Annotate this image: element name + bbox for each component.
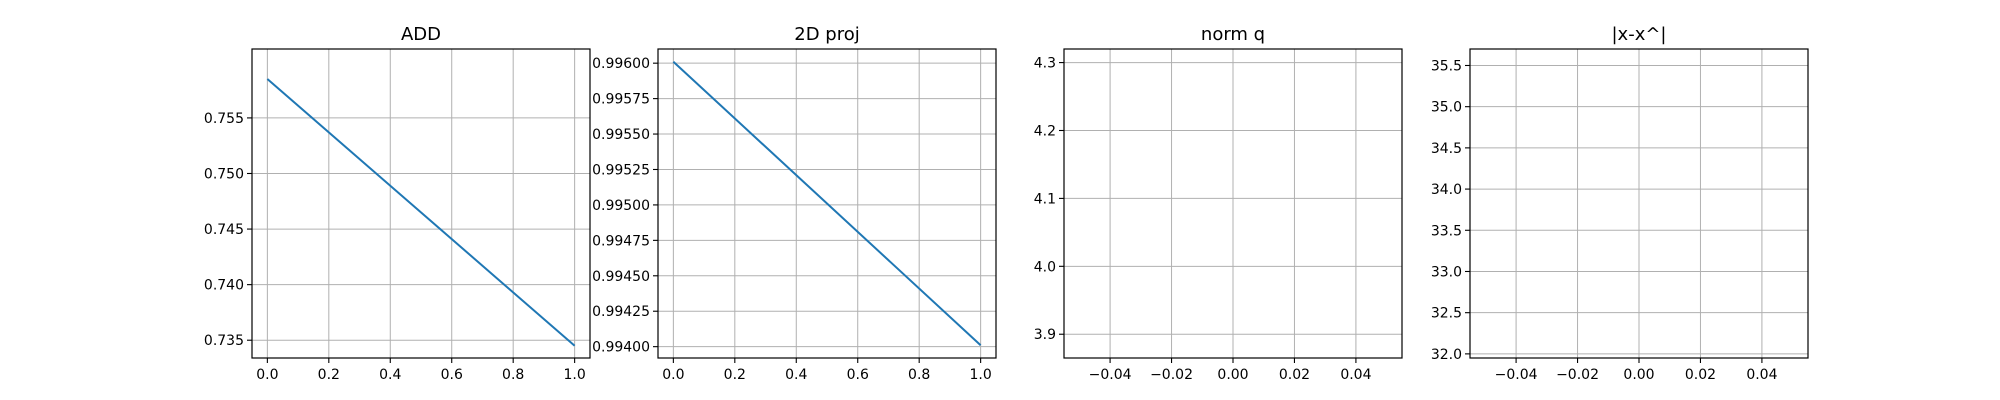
y-tick-label: 34.5 bbox=[1431, 141, 1462, 157]
series-line bbox=[266, 78, 576, 347]
subplot-title: 2D proj bbox=[794, 24, 859, 45]
axes-frame bbox=[251, 48, 591, 359]
x-tick-label: 0.02 bbox=[1279, 367, 1310, 383]
y-tick-label: 0.99450 bbox=[592, 269, 650, 285]
subplot-title: norm q bbox=[1201, 24, 1265, 45]
y-tick-label: 33.0 bbox=[1431, 264, 1462, 280]
y-tick-label: 32.5 bbox=[1431, 306, 1462, 322]
x-tick-label: 0.00 bbox=[1623, 367, 1654, 383]
subplot-4: −0.04 −0.02 0.00 0.02 0.04 32.0 32.5 33.0 33.5 34… bbox=[1431, 24, 1809, 383]
y-tick-label: 0.99400 bbox=[592, 340, 650, 356]
y-tick-label: 3.9 bbox=[1034, 327, 1056, 343]
x-tick-label: 0.04 bbox=[1746, 367, 1777, 383]
y-tick-label: 0.755 bbox=[204, 111, 244, 127]
x-tick-label: 0.02 bbox=[1685, 367, 1716, 383]
y-tick-label: 33.5 bbox=[1431, 223, 1462, 239]
y-tick-label: 32.0 bbox=[1431, 347, 1462, 363]
y-tick-label: 0.99425 bbox=[592, 304, 650, 320]
y-tick-label: 0.99550 bbox=[592, 127, 650, 143]
x-tick-label: 0.8 bbox=[908, 367, 930, 383]
x-tick-label: 0.0 bbox=[256, 367, 278, 383]
x-tick-label: 0.6 bbox=[441, 367, 463, 383]
x-tick-label: 0.8 bbox=[502, 367, 524, 383]
y-tick-label: 34.0 bbox=[1431, 182, 1462, 198]
x-tick-label: 0.2 bbox=[318, 367, 340, 383]
y-tick-label: 0.99575 bbox=[592, 92, 650, 108]
y-tick-label: 35.5 bbox=[1431, 58, 1462, 74]
series-line bbox=[672, 61, 982, 346]
subplot-2: 0.0 0.2 0.4 0.6 0.8 1.0 0.99400 0.99425 0.99450 0… bbox=[592, 24, 997, 383]
x-tick-label: 0.00 bbox=[1217, 367, 1248, 383]
y-tick-label: 4.0 bbox=[1034, 259, 1056, 275]
x-tick-label: 0.4 bbox=[379, 367, 401, 383]
y-tick-label: 4.3 bbox=[1034, 56, 1056, 72]
x-tick-label: 1.0 bbox=[970, 367, 992, 383]
x-tick-label: 1.0 bbox=[564, 367, 586, 383]
y-tick-label: 0.99500 bbox=[592, 198, 650, 214]
y-tick-label: 0.99475 bbox=[592, 233, 650, 249]
y-tick-label: 0.99525 bbox=[592, 162, 650, 178]
subplot-title: |x-x^| bbox=[1611, 24, 1666, 45]
y-tick-label: 4.2 bbox=[1034, 123, 1056, 139]
y-tick-label: 35.0 bbox=[1431, 100, 1462, 116]
y-tick-label: 0.750 bbox=[204, 166, 244, 182]
y-tick-label: 0.735 bbox=[204, 333, 244, 349]
x-tick-label: −0.02 bbox=[1150, 367, 1193, 383]
y-tick-label: 4.1 bbox=[1034, 191, 1056, 207]
y-tick-label: 0.740 bbox=[204, 278, 244, 294]
subplot-3: −0.04 −0.02 0.00 0.02 0.04 3.9 4.0 4.1 4.2 4.3 nor… bbox=[1034, 24, 1403, 383]
axes-frame bbox=[657, 48, 997, 359]
x-tick-label: 0.04 bbox=[1340, 367, 1371, 383]
y-tick-label: 0.745 bbox=[204, 222, 244, 238]
x-tick-label: 0.2 bbox=[724, 367, 746, 383]
x-tick-label: −0.04 bbox=[1089, 367, 1132, 383]
subplot-1: 0.0 0.2 0.4 0.6 0.8 1.0 0.735 0.740 0.745 0.750 0.… bbox=[204, 24, 591, 383]
x-tick-label: 0.4 bbox=[785, 367, 807, 383]
x-tick-label: −0.04 bbox=[1495, 367, 1538, 383]
x-tick-label: 0.6 bbox=[847, 367, 869, 383]
x-tick-label: −0.02 bbox=[1556, 367, 1599, 383]
subplot-title: ADD bbox=[401, 24, 441, 45]
x-tick-label: 0.0 bbox=[662, 367, 684, 383]
y-tick-label: 0.99600 bbox=[592, 56, 650, 72]
